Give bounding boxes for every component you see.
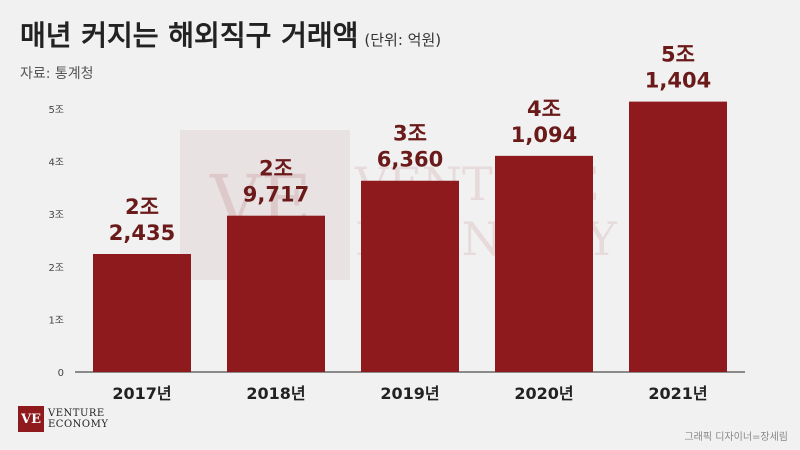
x-tick-label: 2021년 [648,384,707,403]
x-tick-label: 2019년 [380,384,439,403]
data-label-line2: 1,094 [511,123,577,147]
logo-line2: ECONOMY [48,419,109,430]
bar [361,180,459,372]
designer-credit: 그래픽 디자이너=장세림 [684,432,788,443]
data-label-line1: 4조 [527,97,561,121]
logo-mark: VE [18,406,44,432]
data-label-line1: 3조 [393,122,427,146]
y-tick-label: 0 [58,368,64,379]
bar [227,215,325,372]
source-label: 자료: 통계청 [20,66,94,82]
logo-line1: VENTURE [48,408,105,419]
y-tick-label: 3조 [48,210,64,221]
data-label-line1: 2조 [259,157,293,181]
data-label-line1: 5조 [661,43,695,67]
y-tick-label: 1조 [48,315,64,326]
chart-title-text: 매년 커지는 해외직구 거래액 [20,19,359,52]
data-label-line2: 1,404 [645,69,711,93]
unit-label: (단위: 억원) [364,31,442,49]
y-tick-label: 5조 [48,105,64,116]
bar [93,253,191,372]
x-tick-label: 2020년 [514,384,573,403]
chart-title: 매년 커지는 해외직구 거래액 (단위: 억원) [20,14,441,54]
bar [629,101,727,372]
brand-logo: VE VENTURE ECONOMY [18,406,108,432]
bar [495,155,593,372]
y-tick-label: 2조 [48,263,64,274]
logo-text: VENTURE ECONOMY [48,408,108,430]
y-tick-label: 4조 [48,158,64,169]
data-label-line2: 6,360 [377,148,443,172]
data-label-line2: 2,435 [109,221,175,245]
data-label-line1: 2조 [125,195,159,219]
x-tick-label: 2017년 [112,384,171,403]
x-tick-label: 2018년 [246,384,305,403]
data-label-line2: 9,717 [243,183,309,207]
